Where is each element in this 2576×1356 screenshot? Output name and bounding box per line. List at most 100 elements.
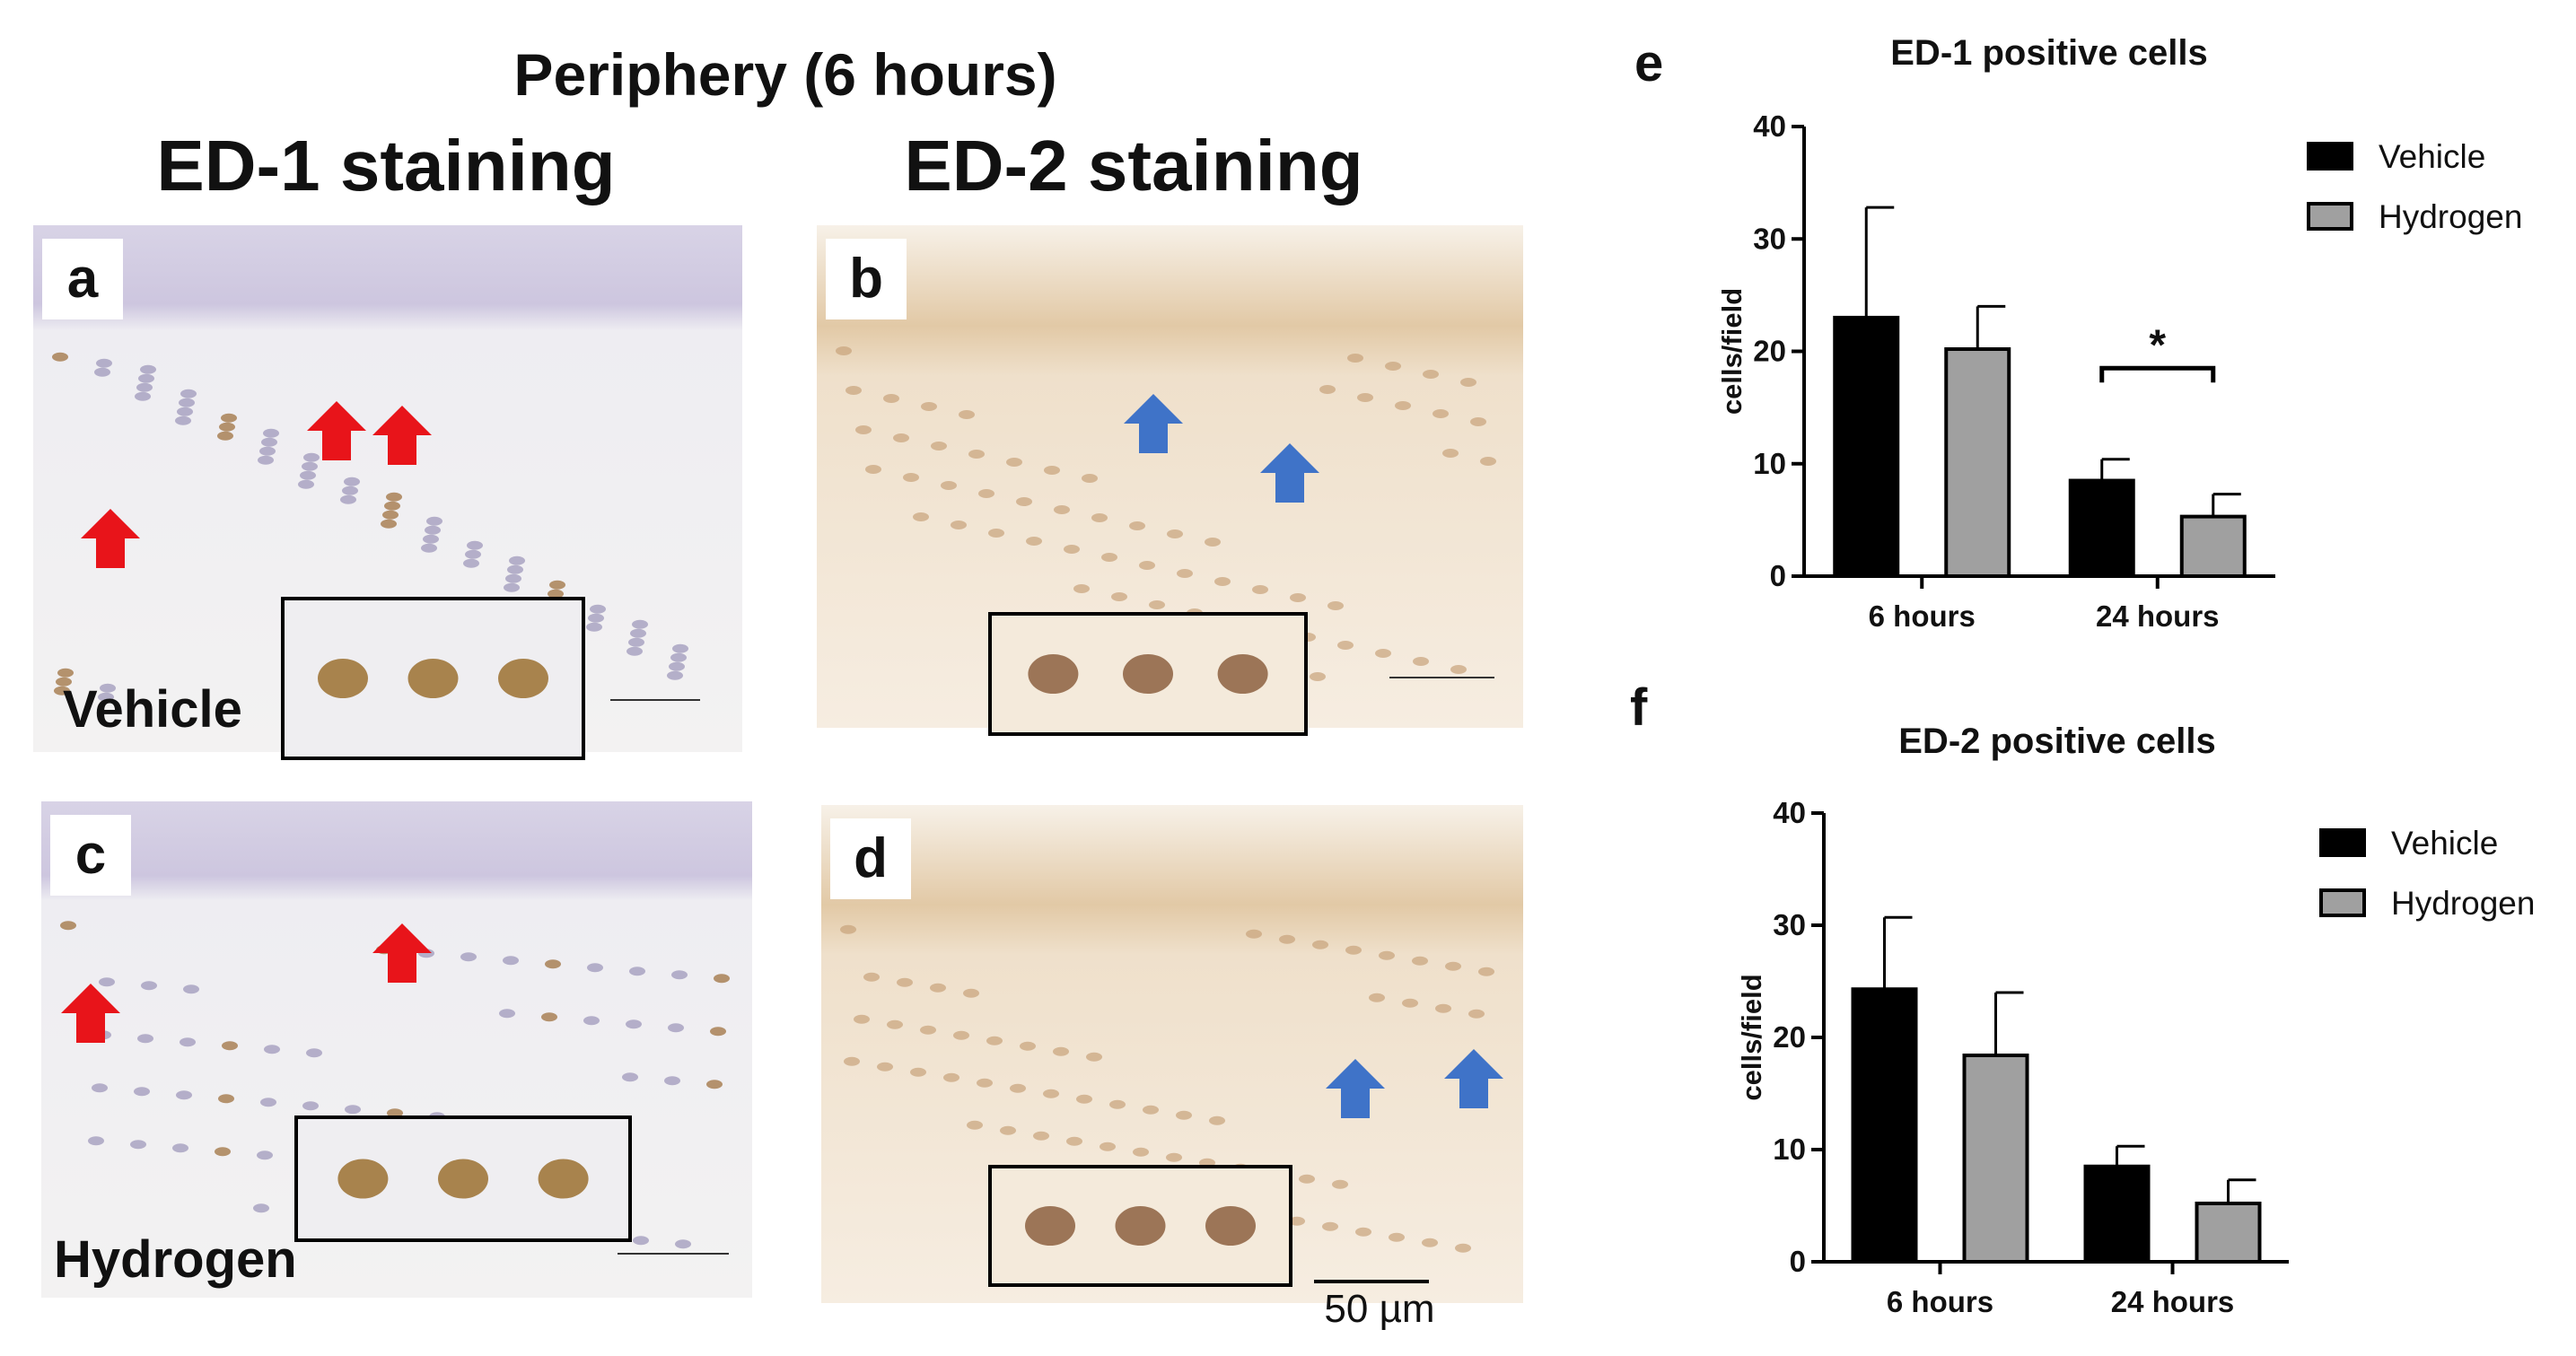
panel-letter: f [1630, 678, 1648, 737]
cell [1006, 458, 1022, 467]
cell [88, 1136, 104, 1146]
legend-swatch [2319, 888, 2366, 917]
cell [664, 1076, 680, 1086]
bar [1944, 346, 2011, 578]
cell [463, 558, 479, 568]
cell [986, 1036, 1003, 1045]
cell [632, 619, 648, 629]
cell [505, 573, 521, 583]
bar [1962, 1054, 2029, 1264]
cell [1423, 370, 1439, 379]
cell [1101, 553, 1117, 562]
cell [222, 1041, 238, 1051]
cell [302, 461, 318, 471]
inset-cell [337, 1159, 389, 1199]
cell [887, 1019, 903, 1029]
cell [670, 652, 687, 662]
cell [1033, 1131, 1049, 1141]
cell [263, 428, 279, 438]
y-tick-label: 20 [1773, 1020, 1806, 1054]
micrograph-panel: a Vehicle [33, 225, 742, 760]
cell [340, 494, 356, 504]
cell [913, 512, 929, 521]
cell [1357, 393, 1373, 402]
cell [499, 1009, 515, 1019]
cell [1290, 593, 1306, 602]
cell [1149, 600, 1165, 609]
panel-letter-box [42, 239, 123, 319]
cell [988, 529, 1004, 538]
panel-letter: c [75, 824, 106, 886]
cell [259, 446, 276, 456]
cell [630, 628, 646, 638]
cell [588, 613, 604, 623]
cell [423, 534, 439, 544]
cell [626, 646, 643, 656]
cell [1054, 505, 1070, 514]
y-tick-label: 10 [1753, 447, 1786, 480]
cell [959, 410, 975, 419]
panel-letter: e [1634, 34, 1663, 92]
x-tick-label: 6 hours [1887, 1285, 1993, 1318]
cell [264, 1045, 280, 1054]
cell [1100, 1142, 1116, 1151]
micrograph-panel: b [817, 225, 1523, 736]
cell [1312, 940, 1328, 949]
legend-label: Vehicle [2379, 138, 2485, 175]
cell [1166, 1152, 1182, 1162]
cell [179, 398, 195, 407]
cell [56, 677, 72, 687]
cell [545, 959, 561, 969]
cell [1091, 513, 1108, 522]
cell [504, 582, 520, 592]
cell [1246, 929, 1262, 939]
cell [253, 1203, 269, 1213]
cell [52, 352, 68, 362]
cell [622, 1072, 638, 1082]
panel-label: Hydrogen [54, 1230, 297, 1289]
significance-bracket [2099, 365, 2216, 383]
cell [1379, 950, 1395, 960]
cell [92, 1083, 108, 1093]
cell [260, 1098, 276, 1107]
significance-marker: * [2149, 321, 2166, 369]
cell [1044, 466, 1060, 475]
cell [381, 519, 397, 529]
cell [180, 389, 197, 398]
x-tick-label: 24 hours [2096, 599, 2220, 633]
cell [1412, 956, 1428, 966]
cell [1020, 1041, 1036, 1051]
cell [863, 972, 880, 982]
panel-letter: b [849, 248, 883, 310]
cell [1355, 1227, 1371, 1237]
y-tick-label: 40 [1773, 796, 1806, 829]
cell [1066, 1136, 1082, 1146]
cell [1129, 521, 1145, 530]
cell [387, 1108, 403, 1118]
legend-swatch [2307, 142, 2353, 171]
cell [460, 952, 477, 962]
cell [1347, 354, 1363, 363]
arrow [1124, 394, 1183, 453]
arrow [1326, 1059, 1385, 1118]
cell [1010, 1083, 1026, 1093]
cell [1109, 1099, 1126, 1109]
cell [1209, 1115, 1225, 1125]
cell [54, 686, 70, 695]
scale-bar-label: 50 µm [1324, 1287, 1434, 1331]
panel-letter: d [854, 827, 888, 889]
cell [1332, 1179, 1348, 1189]
bar [1851, 987, 1918, 1264]
cell [130, 1140, 146, 1150]
cell [1455, 1243, 1471, 1253]
inset-cell [1217, 654, 1268, 694]
cell [1086, 1052, 1102, 1062]
cell [675, 1239, 691, 1249]
bar [2083, 1164, 2151, 1264]
cell [219, 422, 235, 432]
panel-letter: a [67, 248, 99, 310]
legend-swatch [2319, 828, 2366, 857]
cell [941, 481, 957, 490]
cell [426, 516, 442, 526]
cell [503, 956, 519, 966]
